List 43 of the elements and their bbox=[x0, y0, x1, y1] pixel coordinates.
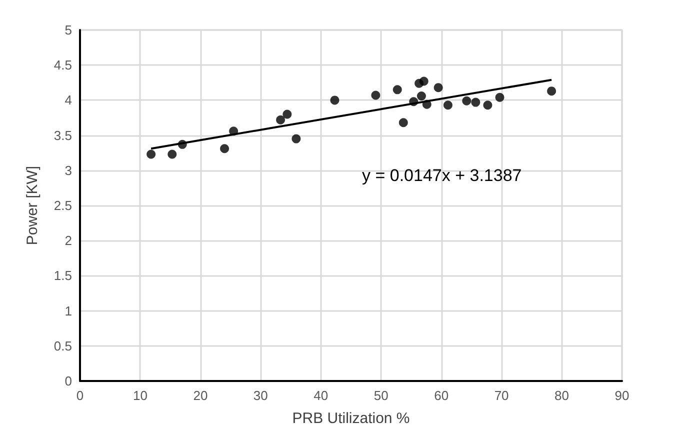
x-tick-label: 10 bbox=[132, 388, 148, 403]
x-tick-label: 50 bbox=[374, 388, 388, 403]
y-tick-label: 3 bbox=[64, 162, 72, 178]
annotation: y = 0.0147x + 3.1387 bbox=[362, 166, 522, 185]
point bbox=[371, 90, 380, 100]
y-tick-label: 2 bbox=[64, 233, 72, 248]
x-tick-label: 40 bbox=[314, 388, 328, 403]
x-tick-label: 60 bbox=[434, 388, 449, 403]
point bbox=[220, 144, 230, 154]
y-tick-label: 5 bbox=[64, 22, 72, 38]
point bbox=[398, 118, 408, 128]
x-tick-label: 0 bbox=[76, 388, 84, 403]
y-tick-label: 3.5 bbox=[54, 128, 72, 143]
x-tick-label: 80 bbox=[554, 388, 570, 403]
point bbox=[434, 83, 443, 92]
point bbox=[471, 98, 480, 107]
x-tick-label: 90 bbox=[614, 388, 630, 403]
y-tick-label: 0 bbox=[64, 374, 72, 388]
point bbox=[330, 96, 340, 105]
point bbox=[416, 91, 426, 100]
point bbox=[392, 85, 402, 94]
point bbox=[443, 100, 452, 110]
point bbox=[419, 76, 428, 86]
x-axis-title: PRB Utilization % bbox=[292, 410, 410, 427]
point bbox=[276, 115, 286, 124]
point bbox=[495, 92, 504, 102]
point bbox=[292, 134, 301, 144]
y-tick-label: 0.5 bbox=[54, 338, 72, 354]
x-tick-label: 70 bbox=[494, 388, 509, 403]
x-tick-label: 20 bbox=[193, 388, 208, 403]
y-axis-title: Power [KW] bbox=[24, 166, 41, 246]
point bbox=[483, 100, 492, 110]
point bbox=[146, 150, 156, 159]
y-tick-label: 4.5 bbox=[54, 58, 72, 73]
point bbox=[462, 96, 472, 106]
y-tick-label: 4 bbox=[64, 92, 72, 108]
y-tick-label: 1 bbox=[64, 303, 72, 318]
point bbox=[547, 86, 556, 96]
point bbox=[168, 150, 177, 159]
y-tick-label: 2.5 bbox=[54, 198, 72, 213]
x-tick-label: 30 bbox=[253, 388, 268, 403]
point bbox=[282, 110, 292, 119]
y-tick-label: 1.5 bbox=[54, 268, 72, 284]
